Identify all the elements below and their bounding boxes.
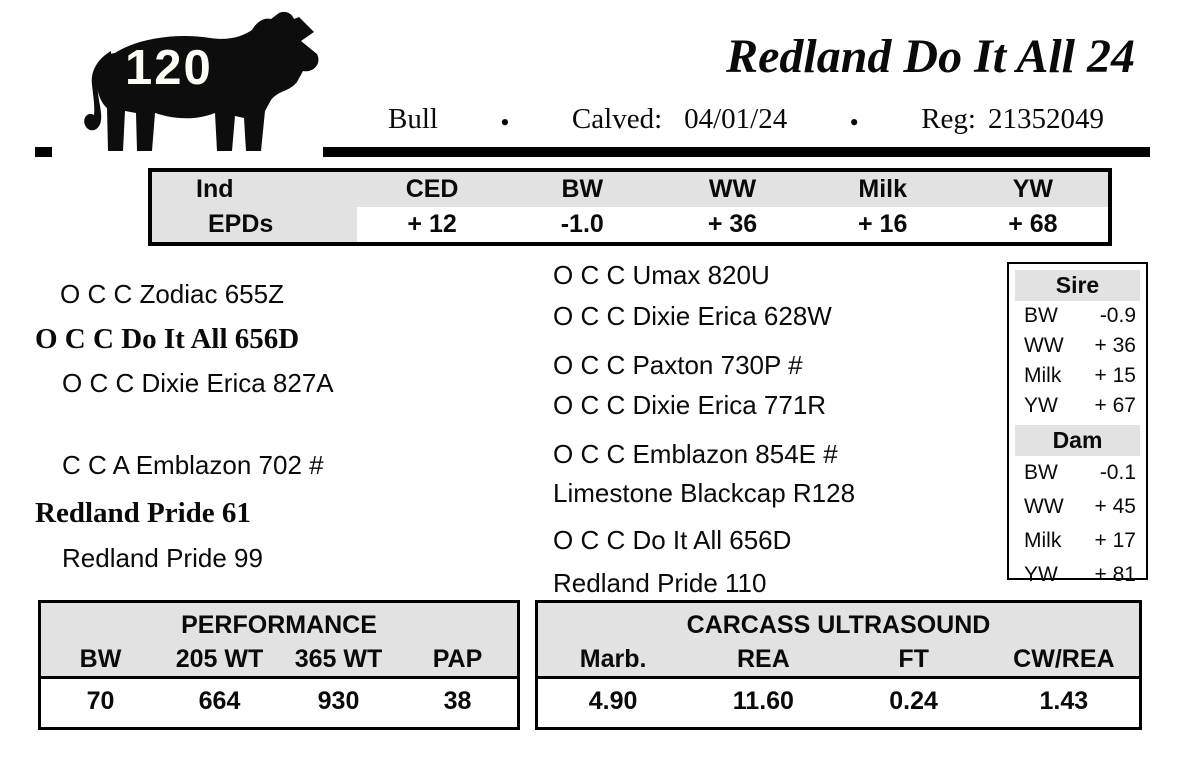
performance-col-pap: PAP xyxy=(432,644,483,673)
sire-epd-row: Milk + 15 xyxy=(1015,361,1140,391)
sire-bw-value: -0.9 xyxy=(1099,304,1136,327)
performance-205wt-value: 664 xyxy=(198,687,241,715)
calved-label: Calved: xyxy=(571,103,663,135)
epd-table: Ind CED BW WW Milk YW EPDs + 12 -1.0 + 3… xyxy=(148,168,1112,246)
carcass-col-ft: FT xyxy=(898,644,929,673)
epd-col-yw: YW xyxy=(1012,175,1054,203)
divider-bar xyxy=(322,147,1150,157)
dam-milk-value: + 17 xyxy=(1094,529,1136,552)
divider-bar-left-segment xyxy=(35,147,52,157)
performance-pap-value: 38 xyxy=(443,687,472,715)
pedigree-ancestor: O C C Umax 820U xyxy=(553,260,770,290)
dam-ww-label: WW xyxy=(1024,495,1064,518)
pedigree-ancestor: O C C Paxton 730P # xyxy=(553,350,803,380)
pedigree-maternal-grandsire: C C A Emblazon 702 # xyxy=(62,450,324,480)
dam-bw-value: -0.1 xyxy=(1099,461,1136,484)
sire-epd-row: WW + 36 xyxy=(1015,331,1140,361)
pedigree-paternal-grandsire: O C C Zodiac 655Z xyxy=(60,279,284,309)
sire-bw-label: BW xyxy=(1024,304,1058,327)
dam-epd-row: BW -0.1 xyxy=(1015,456,1140,490)
sire-ww-label: WW xyxy=(1024,334,1064,357)
dam-milk-label: Milk xyxy=(1024,529,1062,552)
page-title: Redland Do It All 24 xyxy=(726,30,1135,83)
dam-yw-value: + 81 xyxy=(1094,563,1136,586)
carcass-title: CARCASS ULTRASOUND xyxy=(686,611,991,639)
epd-col-ww: WW xyxy=(708,175,757,203)
sire-epd-header: Sire xyxy=(1015,270,1140,301)
epd-row-label: EPDs xyxy=(208,210,274,238)
reg-number: 21352049 xyxy=(987,103,1104,135)
reg-label: Reg: xyxy=(921,103,976,135)
bull-silhouette-image: 120 xyxy=(55,8,323,158)
pedigree-ancestor: O C C Emblazon 854E # xyxy=(553,439,838,469)
sire-yw-value: + 67 xyxy=(1094,394,1136,417)
dam-epd-header: Dam xyxy=(1015,425,1140,456)
carcass-rea-value: 11.60 xyxy=(732,687,794,715)
performance-header: PERFORMANCE BW 205 WT 365 WT PAP xyxy=(41,603,517,679)
epd-value-ced: + 12 xyxy=(357,207,508,242)
pedigree-ancestor: Limestone Blackcap R128 xyxy=(553,478,856,508)
pedigree-paternal-granddam: O C C Dixie Erica 827A xyxy=(62,368,334,398)
calved-date: 04/01/24 xyxy=(684,103,788,135)
dam-epd-row: WW + 45 xyxy=(1015,490,1140,524)
pedigree-maternal-granddam: Redland Pride 99 xyxy=(62,543,263,573)
carcass-marb-value: 4.90 xyxy=(588,687,638,715)
carcass-values: 4.90 11.60 0.24 1.43 xyxy=(538,679,1139,724)
sire-epd-row: YW + 67 xyxy=(1015,391,1140,421)
dam-epd-row: YW + 81 xyxy=(1015,558,1140,592)
carcass-col-cwrea: CW/REA xyxy=(1013,644,1115,673)
sex-label: Bull xyxy=(388,103,438,135)
carcass-col-rea: REA xyxy=(736,644,790,673)
sire-milk-label: Milk xyxy=(1024,364,1062,387)
performance-col-365wt: 365 WT xyxy=(294,644,383,673)
parent-epd-box: Sire BW -0.9 WW + 36 Milk + 15 YW + 67 D… xyxy=(1007,262,1148,586)
epd-col-ced: CED xyxy=(405,175,459,203)
bullet-separator: • xyxy=(849,107,859,137)
carcass-columns: Marb. REA FT CW/REA xyxy=(538,641,1139,677)
performance-365wt-value: 930 xyxy=(317,687,360,715)
carcass-cwrea-value: 1.43 xyxy=(1039,687,1089,715)
pedigree-ancestor: O C C Dixie Erica 771R xyxy=(553,390,827,420)
sire-milk-value: + 15 xyxy=(1094,364,1136,387)
carcass-ft-value: 0.24 xyxy=(889,687,938,715)
pedigree-dam: Redland Pride 61 xyxy=(35,497,251,529)
epd-col-milk: Milk xyxy=(858,175,907,203)
pedigree-ancestor: O C C Do It All 656D xyxy=(553,525,792,555)
dam-ww-value: + 45 xyxy=(1094,495,1136,518)
dam-bw-label: BW xyxy=(1024,461,1058,484)
performance-title: PERFORMANCE xyxy=(181,611,377,639)
dam-epd-row: Milk + 17 xyxy=(1015,524,1140,558)
calved-group: Calved: 04/01/24 xyxy=(571,103,788,136)
epd-header-row: Ind CED BW WW Milk YW xyxy=(152,172,1108,207)
pedigree-ancestor: O C C Dixie Erica 628W xyxy=(553,301,832,331)
epd-col-bw: BW xyxy=(561,175,604,203)
carcass-header: CARCASS ULTRASOUND Marb. REA FT CW/REA xyxy=(538,603,1139,679)
sire-ww-value: + 36 xyxy=(1094,334,1136,357)
performance-columns: BW 205 WT 365 WT PAP xyxy=(41,641,517,677)
performance-col-bw: BW xyxy=(79,644,122,673)
carcass-col-marb: Marb. xyxy=(579,644,647,673)
performance-col-205wt: 205 WT xyxy=(175,644,264,673)
epd-value-bw: -1.0 xyxy=(507,207,658,242)
sire-epd-row: BW -0.9 xyxy=(1015,301,1140,331)
bull-icon xyxy=(84,11,319,151)
registration-group: Reg: 21352049 xyxy=(921,103,1104,136)
carcass-ultrasound-table: CARCASS ULTRASOUND Marb. REA FT CW/REA 4… xyxy=(535,600,1142,730)
epd-values-row: EPDs + 12 -1.0 + 36 + 16 + 68 xyxy=(152,207,1108,242)
epd-value-ww: + 36 xyxy=(657,207,808,242)
pedigree-ancestor: Redland Pride 110 xyxy=(553,568,767,598)
lot-number: 120 xyxy=(125,41,213,95)
epd-value-milk: + 16 xyxy=(807,207,958,242)
pedigree-sire: O C C Do It All 656D xyxy=(35,323,300,355)
sire-yw-label: YW xyxy=(1024,394,1058,417)
performance-values: 70 664 930 38 xyxy=(41,679,517,724)
bullet-separator: • xyxy=(500,107,510,137)
epd-value-yw: + 68 xyxy=(957,207,1108,242)
animal-subtitle: Bull • Calved: 04/01/24 • Reg: 21352049 xyxy=(388,103,1104,137)
performance-bw-value: 70 xyxy=(86,687,115,715)
performance-table: PERFORMANCE BW 205 WT 365 WT PAP 70 664 … xyxy=(38,600,520,730)
dam-yw-label: YW xyxy=(1024,563,1058,586)
epd-corner-label: Ind xyxy=(196,175,234,203)
